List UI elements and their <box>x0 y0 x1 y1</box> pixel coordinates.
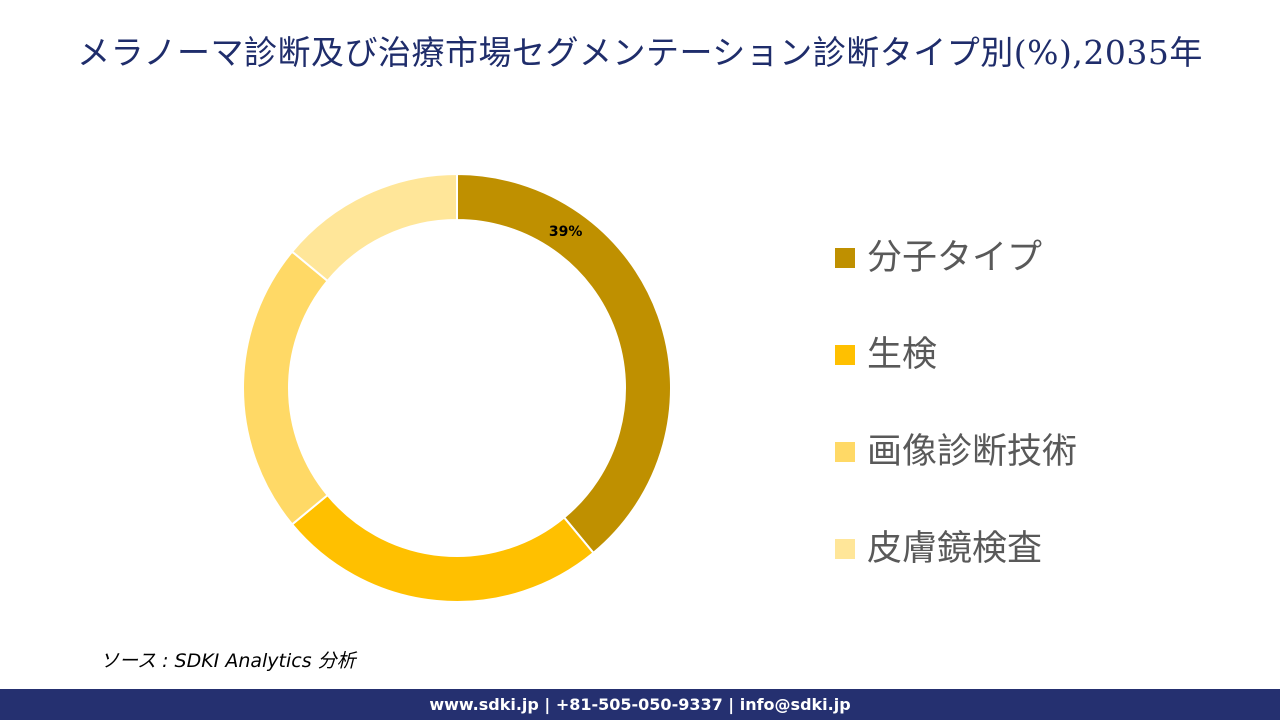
legend-label: 画像診断技術 <box>867 431 1078 472</box>
legend-item: 分子タイプ <box>835 208 1077 307</box>
donut-slice-4 <box>290 172 458 283</box>
legend: 分子タイプ 生検 画像診断技術 皮膚鏡検査 <box>835 210 1077 598</box>
legend-swatch <box>835 247 855 268</box>
legend-item: 皮膚鏡検査 <box>835 499 1077 598</box>
legend-swatch <box>835 344 855 365</box>
donut-slice-3 <box>242 250 329 526</box>
legend-swatch <box>835 538 855 559</box>
footer-contact: www.sdki.jp | +81-505-050-9337 | info@sd… <box>0 689 1280 720</box>
donut-slice-2 <box>290 493 595 603</box>
legend-item: 画像診断技術 <box>835 402 1077 501</box>
data-label: 39% <box>549 224 583 240</box>
legend-swatch <box>835 441 855 462</box>
legend-label: 皮膚鏡検査 <box>867 528 1043 569</box>
chart-title: メラノーマ診断及び治療市場セグメンテーション診断タイプ別(%),2035年 <box>77 33 1203 72</box>
legend-label: 生検 <box>867 334 938 375</box>
legend-item: 生検 <box>835 305 1077 404</box>
source-note: ソース : SDKI Analytics 分析 <box>100 650 356 672</box>
donut-slice-1 <box>456 172 672 555</box>
legend-label: 分子タイプ <box>867 237 1043 278</box>
